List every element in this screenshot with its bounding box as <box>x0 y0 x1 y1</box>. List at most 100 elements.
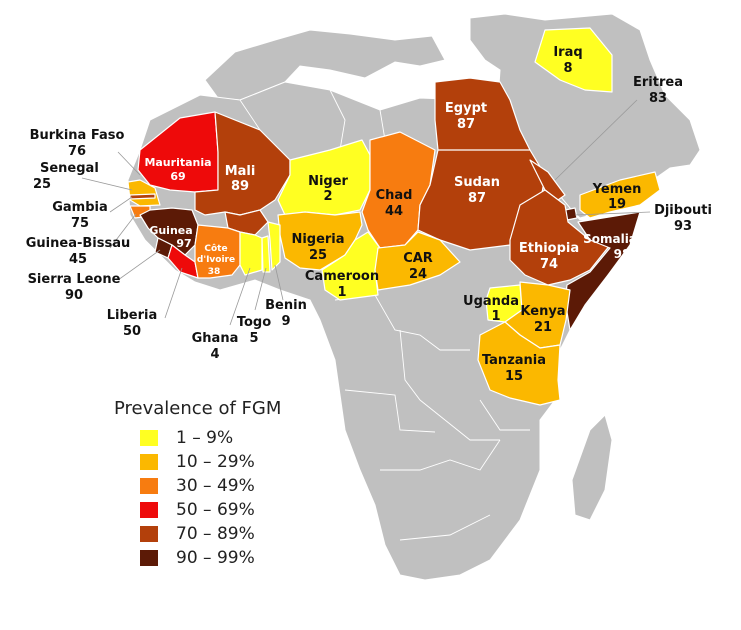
value-niger: 2 <box>323 189 332 204</box>
value-eritrea: 83 <box>649 91 667 106</box>
label-car: CAR <box>403 251 433 266</box>
legend-swatch <box>140 526 158 542</box>
value-cameroon: 1 <box>337 285 346 300</box>
madagascar <box>571 414 613 521</box>
value-iraq: 8 <box>563 61 572 76</box>
label-sierra-leone: Sierra Leone <box>28 272 121 287</box>
value-djibouti: 93 <box>674 219 692 234</box>
label-mali: Mali <box>225 164 256 179</box>
label-benin: Benin <box>265 298 307 313</box>
value-mauritania: 69 <box>170 170 185 183</box>
legend-label: 30 – 49% <box>176 476 255 496</box>
value-senegal: 25 <box>33 177 51 192</box>
value-liberia: 50 <box>123 324 141 339</box>
country-gambia[interactable] <box>129 193 156 200</box>
legend-item: 10 – 29% <box>140 452 255 472</box>
label-tanzania: Tanzania <box>482 353 546 368</box>
label-sudan: Sudan <box>454 175 500 190</box>
value-ethiopia: 74 <box>540 257 558 272</box>
value-burkina-faso: 76 <box>68 144 86 159</box>
country-egypt[interactable] <box>434 77 531 153</box>
legend-item: 1 – 9% <box>140 428 233 448</box>
label-eritrea: Eritrea <box>633 75 683 90</box>
label-egypt: Egypt <box>445 101 487 116</box>
legend-swatch <box>140 502 158 518</box>
value-tanzania: 15 <box>505 369 523 384</box>
value-somalia: 98 <box>614 247 631 261</box>
legend-label: 70 – 89% <box>176 524 255 544</box>
value-mali: 89 <box>231 179 249 194</box>
value-togo: 5 <box>249 331 258 346</box>
label-burkina-faso: Burkina Faso <box>30 128 125 143</box>
label-mauritania: Mauritania <box>144 156 211 169</box>
label-ghana: Ghana <box>192 331 239 346</box>
label-guinea: Guinea <box>149 224 192 237</box>
country-iraq[interactable] <box>534 27 613 93</box>
label-uganda: Uganda <box>463 294 519 309</box>
value-ghana: 4 <box>210 347 219 362</box>
label-somalia: Somalia <box>583 232 637 246</box>
value-kenya: 21 <box>534 320 552 335</box>
label-gambia: Gambia <box>52 200 108 215</box>
country-tanzania[interactable] <box>477 321 561 406</box>
country-niger[interactable] <box>277 139 371 216</box>
country-cote-divoire[interactable] <box>194 224 241 279</box>
legend-item: 50 – 69% <box>140 500 255 520</box>
label-guinea-bissau: Guinea-Bissau <box>26 236 131 251</box>
legend-label: 1 – 9% <box>176 428 234 448</box>
value-car: 24 <box>409 267 427 282</box>
label-cote-divoire-1: Côte <box>204 243 227 254</box>
label-senegal: Senegal <box>40 161 99 176</box>
country-benin[interactable] <box>267 221 281 271</box>
label-chad: Chad <box>376 188 413 203</box>
external-labels: Burkina Faso 76 Senegal 25 Gambia 75 Gui… <box>26 128 307 362</box>
value-sierra-leone: 90 <box>65 288 83 303</box>
country-ethiopia[interactable] <box>509 189 611 286</box>
legend-swatch <box>140 478 158 494</box>
value-nigeria: 25 <box>309 248 327 263</box>
label-iraq: Iraq <box>553 45 582 60</box>
label-niger: Niger <box>308 174 348 189</box>
value-guinea: 97 <box>176 237 191 250</box>
legend-item: 30 – 49% <box>140 476 255 496</box>
legend-swatch <box>140 550 158 566</box>
legend-title: Prevalence of FGM <box>114 398 282 419</box>
label-ethiopia: Ethiopia <box>519 241 579 256</box>
value-guinea-bissau: 45 <box>69 252 87 267</box>
label-togo: Togo <box>237 315 271 330</box>
legend-label: 50 – 69% <box>176 500 255 520</box>
value-yemen: 19 <box>608 197 626 212</box>
legend-label: 90 – 99% <box>176 548 255 568</box>
label-cote-divoire-2: d'Ivoire <box>197 255 235 265</box>
country-ghana[interactable] <box>239 231 263 276</box>
label-kenya: Kenya <box>520 304 565 319</box>
countries <box>127 27 661 406</box>
country-yemen[interactable] <box>579 171 661 219</box>
legend-item: 70 – 89% <box>140 524 255 544</box>
legend-item: 90 – 99% <box>140 548 255 568</box>
country-senegal[interactable] <box>127 179 161 207</box>
value-sudan: 87 <box>468 191 486 206</box>
value-gambia: 75 <box>71 216 89 231</box>
country-cameroon[interactable] <box>321 231 381 301</box>
country-labels: Mauritania 69 Mali 89 Niger 2 Chad 44 Eg… <box>144 45 711 384</box>
label-cameroon: Cameroon <box>305 269 379 284</box>
value-benin: 9 <box>281 314 290 329</box>
legend-label: 10 – 29% <box>176 452 255 472</box>
country-car[interactable] <box>374 231 461 291</box>
country-togo[interactable] <box>261 235 271 273</box>
country-eritrea[interactable] <box>529 159 566 201</box>
label-nigeria: Nigeria <box>291 232 344 247</box>
legend-swatch <box>140 430 158 446</box>
label-liberia: Liberia <box>107 308 158 323</box>
value-chad: 44 <box>385 204 403 219</box>
label-yemen: Yemen <box>592 182 642 197</box>
value-egypt: 87 <box>457 117 475 132</box>
value-uganda: 1 <box>491 309 500 324</box>
value-cote-divoire: 38 <box>208 267 221 277</box>
leader-lines <box>81 99 651 326</box>
country-somalia[interactable] <box>564 211 641 331</box>
label-djibouti: Djibouti <box>654 203 712 218</box>
legend-swatch <box>140 454 158 470</box>
